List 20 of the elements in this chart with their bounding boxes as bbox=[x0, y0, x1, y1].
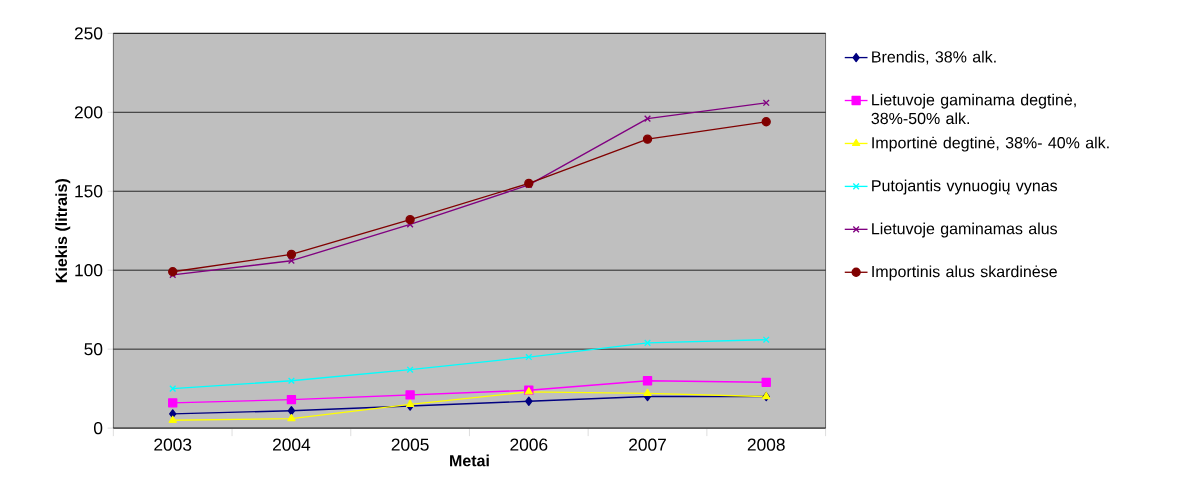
x-tick-label: 2004 bbox=[273, 438, 311, 451]
x-axis-title: Metai bbox=[450, 454, 489, 467]
x-tick-label: 2005 bbox=[391, 438, 429, 451]
y-tick-label: 150 bbox=[75, 185, 103, 198]
legend-label: Importinis alus skardinėse bbox=[872, 265, 1057, 281]
x-tick-label: 2006 bbox=[510, 438, 548, 451]
x-tick-label: 2008 bbox=[747, 438, 785, 451]
y-tick-label: 0 bbox=[93, 422, 103, 435]
legend-label: Importinė degtinė, 38%- 40% alk. bbox=[872, 136, 1109, 152]
y-tick-label: 50 bbox=[84, 343, 103, 356]
legend-label: Lietuvoje gaminamas alus bbox=[872, 222, 1058, 238]
legend-label: Putojantis vynuogių vynas bbox=[872, 179, 1058, 195]
y-tick-label: 200 bbox=[74, 106, 103, 119]
legend-label: Lietuvoje gaminama degtinė, 38%-50% alk. bbox=[871, 93, 1076, 125]
legend-label: Brendis, 38% alk. bbox=[872, 50, 996, 65]
x-tick-label: 2003 bbox=[154, 438, 192, 451]
y-axis-title: Kiekis (litrais) bbox=[55, 179, 71, 283]
y-tick-label: 250 bbox=[74, 27, 103, 40]
x-tick-label: 2007 bbox=[629, 438, 666, 451]
y-tick-label: 100 bbox=[75, 264, 103, 277]
